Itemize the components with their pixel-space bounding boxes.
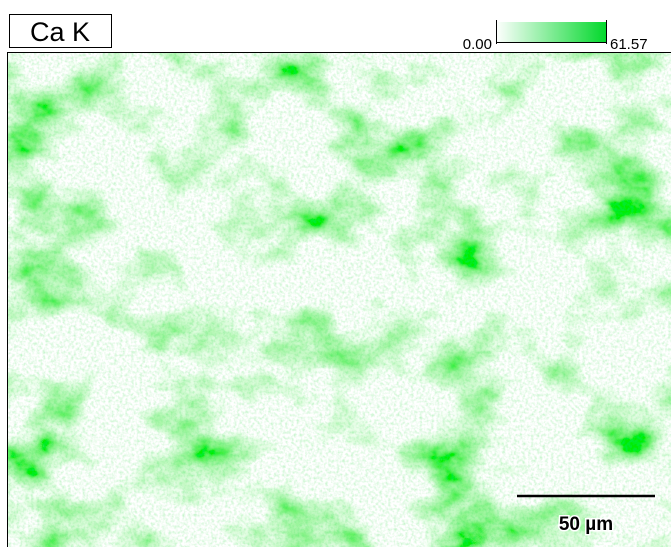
element-map: [7, 52, 671, 547]
scale-bar-label: 50 µm: [559, 514, 613, 535]
color-scale-bar: [496, 22, 607, 42]
element-label: Ca K: [30, 17, 90, 47]
element-map-view: Ca K 0.00 61.57 50 µm: [0, 0, 671, 547]
scale-min-label: 0.00: [463, 36, 492, 53]
scale-max-label: 61.57: [610, 36, 648, 53]
page: {"element_label": "Ca K", "color_scale":…: [0, 0, 671, 547]
